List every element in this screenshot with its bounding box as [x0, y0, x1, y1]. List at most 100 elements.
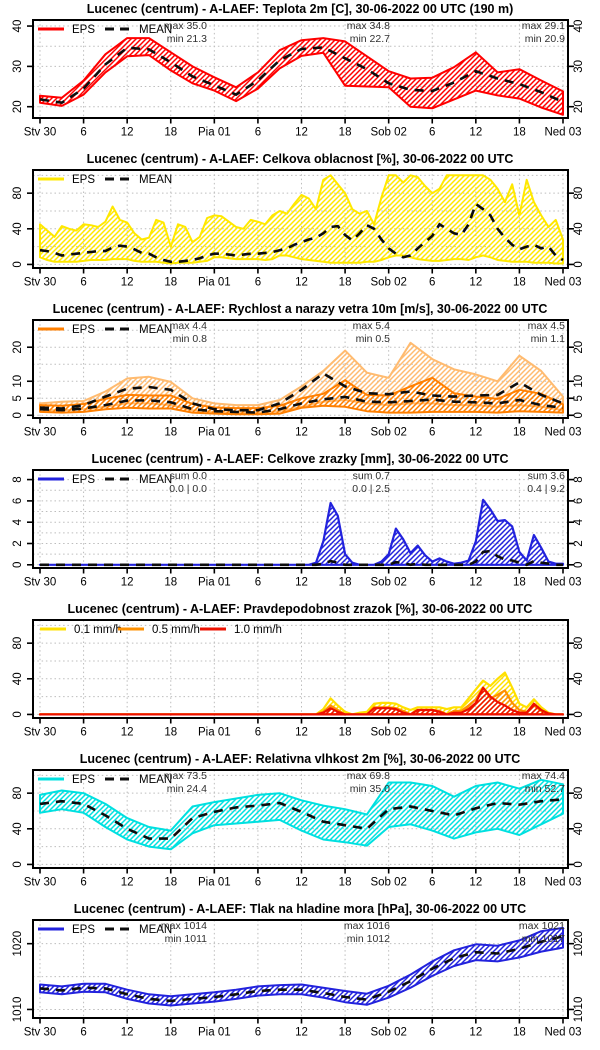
legend-label: EPS [72, 474, 95, 486]
x-tick-label: 6 [255, 127, 261, 139]
x-tick-label: 6 [255, 577, 261, 589]
axes: Stv 30 6 12 18 Pia 01 6 12 18 Sob 02 6 12 18 Ned 03 0… [12, 637, 585, 739]
x-tick-label: Stv 30 [24, 277, 57, 289]
y-tick-label-right: 5 [573, 395, 585, 401]
y-tick-label-left: 20 [12, 100, 24, 113]
x-tick-label: 18 [164, 577, 177, 589]
y-tick-label-right: 1020 [573, 931, 585, 957]
x-tick-label: 18 [513, 127, 526, 139]
x-tick-label: Ned 03 [544, 727, 581, 739]
x-tick-label: 6 [429, 727, 435, 739]
y-tick-label-left: 0 [12, 261, 24, 267]
plot-grid [33, 920, 568, 1018]
x-tick-label: Ned 03 [544, 1027, 581, 1039]
y-tick-label-left: 40 [12, 822, 24, 835]
x-tick-label: 18 [164, 427, 177, 439]
panel-temperature-2m: Stv 30 6 12 18 Pia 01 6 12 18 Sob 02 6 12 18 Ned 03 2… [0, 0, 600, 150]
annotation-day1-line2: min 24.4 [167, 783, 207, 795]
x-tick-label: Stv 30 [24, 127, 57, 139]
annotation-day3-line1: max 1021 [519, 920, 565, 932]
annotation-day3-line1: sum 3.6 [528, 470, 566, 482]
x-tick-label: 6 [80, 427, 86, 439]
x-tick-label: 18 [164, 1027, 177, 1039]
x-tick-label: 6 [429, 1027, 435, 1039]
y-tick-label-right: 80 [573, 187, 585, 200]
y-tick-label-left: 10 [12, 375, 24, 388]
legend-label: EPS [72, 924, 95, 936]
annotation-day1-line1: max 73.5 [164, 770, 207, 782]
panel-title: Lucenec (centrum) - A-LAEF: Relativna vl… [80, 752, 521, 766]
annotation-day2-line2: min 1012 [347, 933, 390, 945]
x-tick-label: 18 [339, 1027, 352, 1039]
x-tick-label: 18 [164, 877, 177, 889]
y-tick-label-right: 80 [573, 787, 585, 800]
annotation-day3-line1: max 29.1 [522, 20, 565, 32]
annotation-day2-line1: max 5.4 [353, 320, 391, 332]
x-tick-label: 6 [429, 427, 435, 439]
annotation-day1-line1: max 35.0 [164, 20, 207, 32]
annotation-day2-line2: 0.0 | 2.5 [352, 483, 390, 495]
y-tick-label-right: 8 [573, 476, 585, 482]
axes: Stv 30 6 12 18 Pia 01 6 12 18 Sob 02 6 12 18 Ned 03 0… [12, 476, 585, 588]
x-tick-label: 6 [255, 1027, 261, 1039]
panel-title: Lucenec (centrum) - A-LAEF: Pravdepodobn… [68, 602, 533, 616]
legend-label: EPS [72, 174, 95, 186]
y-tick-label-right: 6 [573, 498, 585, 504]
sea-level-pressure-mean-line [39, 935, 564, 1003]
annotation-day1-line1: max 4.4 [170, 320, 208, 332]
plot-box [32, 769, 569, 869]
panel-wind-speed-gusts: Stv 30 6 12 18 Pia 01 6 12 18 Sob 02 6 12 18 Ned 03 0… [0, 300, 600, 450]
annotation-day1-line2: min 21.3 [167, 33, 207, 45]
panel-precip-probability: Stv 30 6 12 18 Pia 01 6 12 18 Sob 02 6 12 18 Ned 03 0… [0, 600, 600, 750]
panel-title: Lucenec (centrum) - A-LAEF: Celkova obla… [87, 152, 514, 166]
legend-label: EPS [72, 324, 95, 336]
wind-speed-gusts-speed-mean-line [39, 395, 564, 414]
annotation-day2-line2: min 0.5 [356, 333, 391, 345]
legend-label: EPS [72, 24, 95, 36]
y-tick-label-left: 0 [12, 711, 24, 717]
legend-label: MEAN [139, 474, 172, 486]
y-tick-label-left: 0 [12, 861, 24, 867]
x-tick-label: 18 [339, 727, 352, 739]
axes: Stv 30 6 12 18 Pia 01 6 12 18 Sob 02 6 12 18 Ned 03 0… [12, 341, 585, 439]
x-tick-label: 6 [80, 727, 86, 739]
annotation-day1-line2: 0.0 | 0.0 [169, 483, 207, 495]
x-tick-label: 18 [513, 1027, 526, 1039]
plot-box [32, 919, 569, 1019]
x-tick-label: 12 [295, 127, 308, 139]
x-tick-label: 6 [429, 127, 435, 139]
x-tick-label: 12 [121, 577, 134, 589]
annotation-day2-line1: max 34.8 [347, 20, 390, 32]
annotation-day3-line1: max 74.4 [522, 770, 565, 782]
legend: EPS MEAN [38, 174, 172, 186]
x-tick-label: Sob 02 [370, 877, 406, 889]
y-tick-label-right: 2 [573, 540, 585, 546]
y-tick-label-right: 40 [573, 222, 585, 235]
legend-label: MEAN [139, 24, 172, 36]
x-tick-label: 18 [339, 577, 352, 589]
sea-level-pressure-eps-band [39, 926, 564, 1007]
x-tick-label: 12 [295, 427, 308, 439]
x-tick-label: Pia 01 [198, 1027, 231, 1039]
x-tick-label: 12 [121, 877, 134, 889]
x-tick-label: Pia 01 [198, 127, 231, 139]
annotation-day3-line1: max 4.5 [528, 320, 566, 332]
precipitation-mean-line [40, 549, 563, 567]
x-tick-label: 12 [469, 1027, 482, 1039]
annotation-day1-line1: sum 0.0 [170, 470, 208, 482]
y-tick-label-left: 1020 [12, 931, 24, 957]
panel-relative-humidity: Stv 30 6 12 18 Pia 01 6 12 18 Sob 02 6 12 18 Ned 03 0… [0, 750, 600, 900]
x-tick-label: Sob 02 [370, 727, 406, 739]
legend: EPS MEAN [38, 924, 172, 936]
y-tick-label-left: 0 [12, 562, 24, 568]
x-tick-label: 18 [339, 427, 352, 439]
x-tick-label: 12 [295, 277, 308, 289]
annotation-day3-line2: min 20.9 [525, 33, 565, 45]
legend-label: MEAN [139, 174, 172, 186]
y-tick-label-left: 0 [12, 412, 24, 418]
wind-speed-gusts-gusts-mean-line [39, 371, 564, 412]
x-tick-label: Ned 03 [544, 877, 581, 889]
x-tick-label: 18 [164, 727, 177, 739]
relative-humidity-mean-line [39, 798, 564, 840]
legend: EPS MEAN [38, 24, 172, 36]
